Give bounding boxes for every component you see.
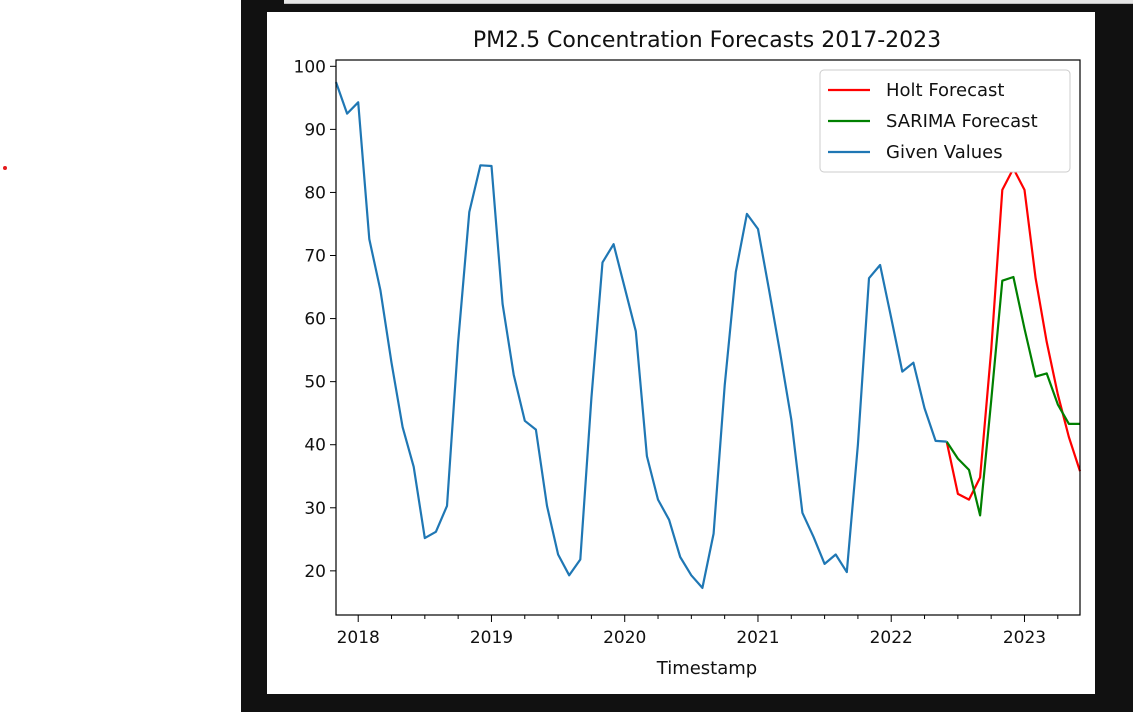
y-tick-label: 50: [304, 373, 326, 393]
series-line-sarima-forecast: [945, 275, 1080, 517]
y-tick-label: 20: [304, 562, 326, 582]
top-edge-strip: [284, 0, 1133, 4]
legend-label: Given Values: [886, 142, 1003, 163]
x-tick-label: 2021: [736, 628, 779, 648]
y-tick-label: 90: [304, 120, 326, 140]
x-tick-label: 2020: [603, 628, 646, 648]
y-tick-label: 70: [304, 247, 326, 267]
pm25-forecast-chart: PM2.5 Concentration Forecasts 2017-2023 …: [294, 28, 1082, 679]
y-tick-label: 30: [304, 499, 326, 519]
x-tick-label: 2023: [1003, 628, 1046, 648]
series-line-given-values: [334, 81, 947, 589]
red-dot-marker: [3, 166, 7, 170]
x-tick-label: 2019: [470, 628, 513, 648]
chart-title: PM2.5 Concentration Forecasts 2017-2023: [473, 28, 941, 53]
x-axis-label: Timestamp: [656, 658, 757, 679]
y-tick-label: 60: [304, 310, 326, 330]
x-tick-label: 2018: [337, 628, 380, 648]
legend-label: SARIMA Forecast: [886, 111, 1038, 132]
figure-canvas: PM2.5 Concentration Forecasts 2017-2023 …: [267, 12, 1095, 694]
axes-frame: [335, 59, 1081, 616]
legend-box: [819, 69, 1071, 173]
legend-label: Holt Forecast: [886, 80, 1005, 101]
y-tick-label: 100: [294, 57, 326, 77]
y-tick-label: 80: [304, 183, 326, 203]
series-line-holt-forecast: [945, 167, 1082, 501]
x-tick-label: 2022: [870, 628, 913, 648]
y-tick-label: 40: [304, 436, 326, 456]
